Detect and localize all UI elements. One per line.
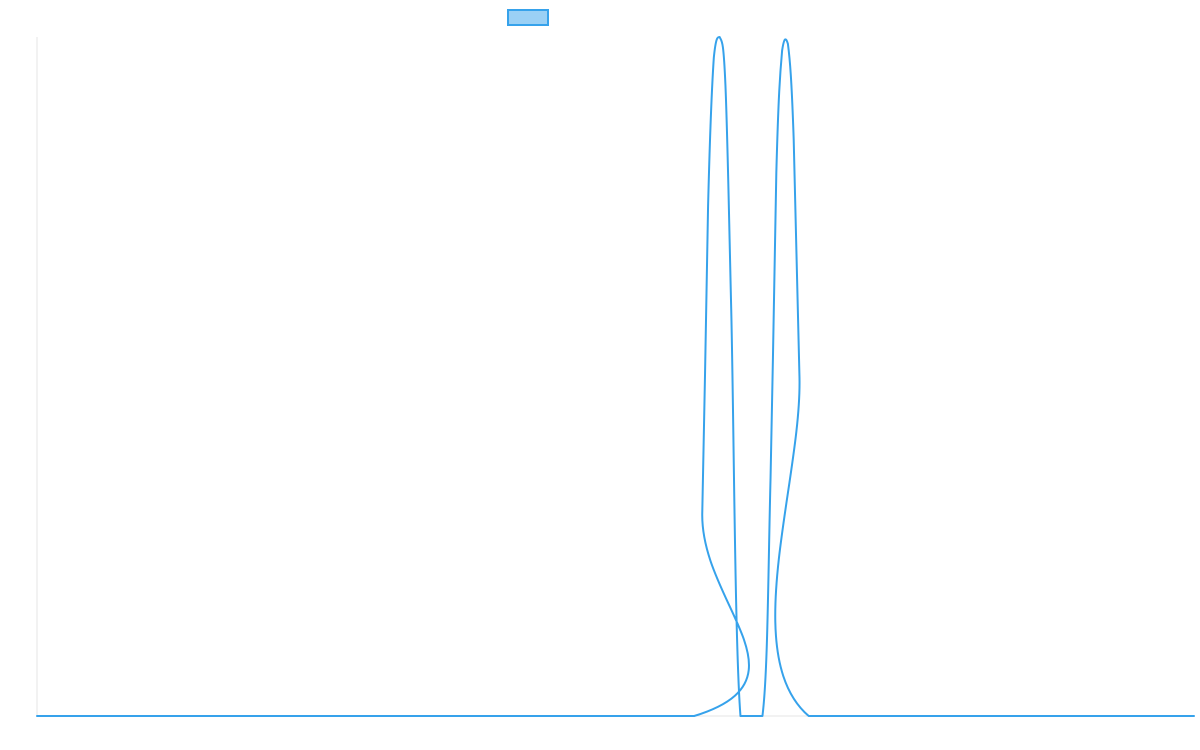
legend-swatch[interactable] (507, 9, 549, 26)
axes (36, 37, 1194, 717)
series-layer (36, 36, 1195, 717)
legend[interactable] (507, 9, 549, 26)
series-line-0 (36, 36, 1195, 717)
